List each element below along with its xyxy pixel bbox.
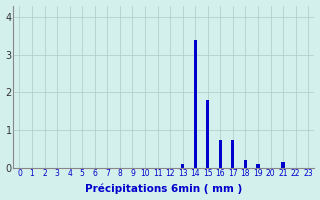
Bar bbox=[181, 164, 184, 168]
Bar bbox=[282, 162, 284, 168]
Bar bbox=[219, 140, 222, 168]
Bar bbox=[231, 140, 235, 168]
Bar bbox=[244, 160, 247, 168]
Bar bbox=[194, 40, 197, 168]
Bar bbox=[206, 100, 209, 168]
Bar bbox=[256, 164, 260, 168]
X-axis label: Précipitations 6min ( mm ): Précipitations 6min ( mm ) bbox=[85, 184, 243, 194]
